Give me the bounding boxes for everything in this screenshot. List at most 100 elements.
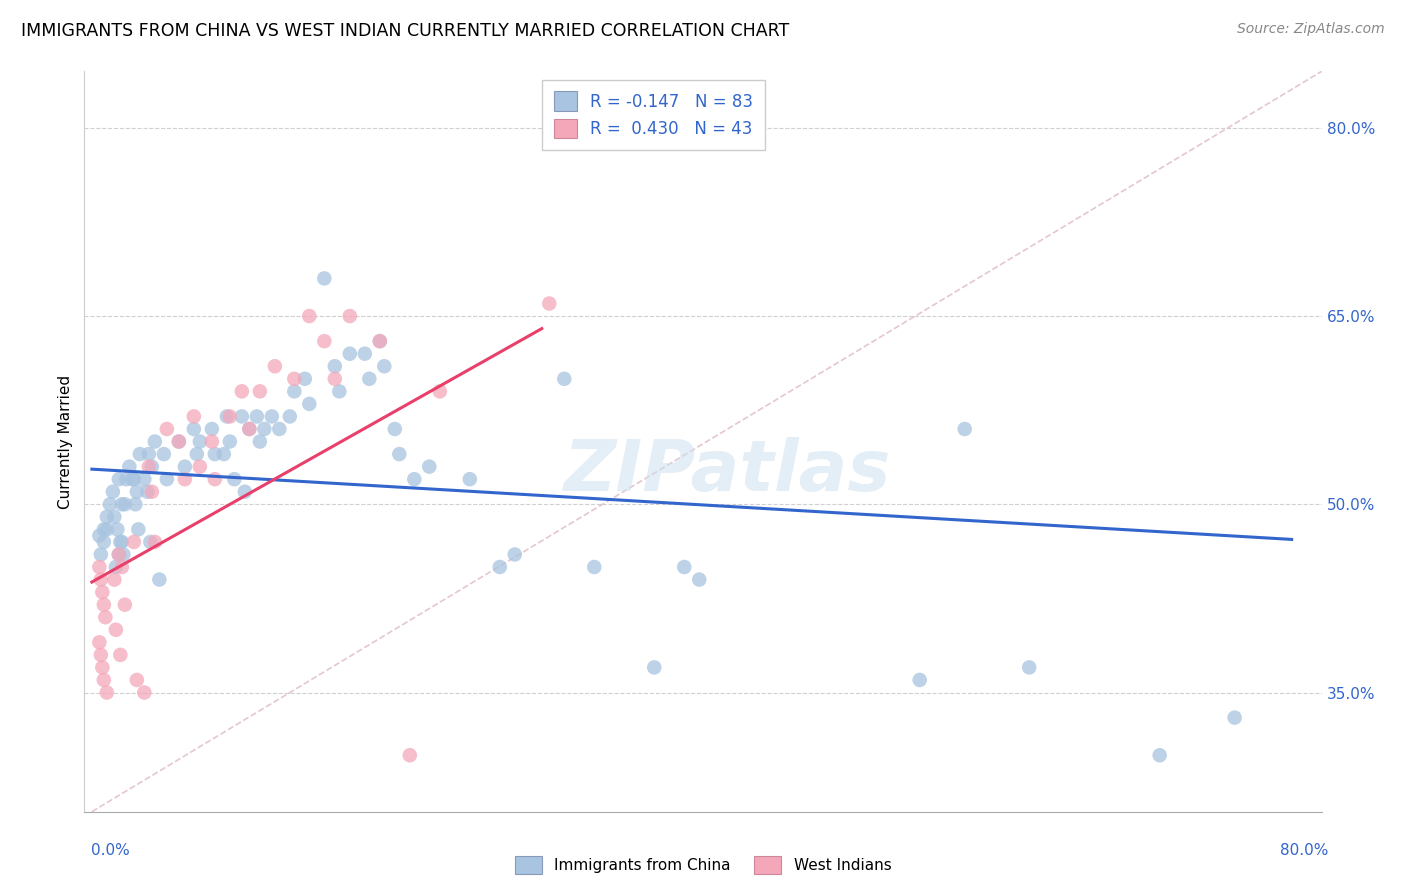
Point	[138, 459, 160, 474]
Point	[429, 384, 451, 399]
Point	[156, 422, 179, 436]
Point	[263, 359, 285, 374]
Point	[121, 472, 143, 486]
Point	[91, 585, 114, 599]
Point	[260, 409, 283, 424]
Point	[108, 472, 131, 486]
Point	[224, 472, 246, 486]
Point	[143, 535, 166, 549]
Point	[269, 422, 291, 436]
Point	[128, 447, 150, 461]
Point	[231, 384, 253, 399]
Point	[368, 334, 391, 348]
Point	[188, 434, 211, 449]
Point	[173, 472, 195, 486]
Text: 0.0%: 0.0%	[91, 843, 131, 858]
Point	[323, 359, 346, 374]
Point	[398, 748, 420, 763]
Point	[1018, 660, 1040, 674]
Point	[122, 472, 145, 486]
Point	[143, 434, 166, 449]
Point	[249, 384, 271, 399]
Point	[122, 535, 145, 549]
Y-axis label: Currently Married: Currently Married	[58, 375, 73, 508]
Point	[583, 560, 606, 574]
Point	[643, 660, 665, 674]
Point	[503, 548, 526, 562]
Point	[90, 648, 112, 662]
Point	[298, 309, 321, 323]
Point	[323, 372, 346, 386]
Point	[139, 535, 162, 549]
Point	[111, 497, 134, 511]
Point	[186, 447, 208, 461]
Point	[201, 434, 224, 449]
Point	[215, 409, 238, 424]
Point	[218, 409, 240, 424]
Point	[231, 409, 253, 424]
Point	[111, 560, 134, 574]
Point	[339, 309, 361, 323]
Point	[90, 573, 112, 587]
Point	[89, 529, 111, 543]
Point	[167, 434, 190, 449]
Point	[89, 560, 111, 574]
Point	[218, 434, 240, 449]
Point	[294, 372, 316, 386]
Text: 80.0%: 80.0%	[1281, 843, 1329, 858]
Point	[141, 484, 163, 499]
Point	[104, 623, 127, 637]
Point	[89, 635, 111, 649]
Point	[98, 497, 121, 511]
Point	[298, 397, 321, 411]
Point	[188, 459, 211, 474]
Point	[283, 384, 305, 399]
Point	[134, 685, 156, 699]
Point	[90, 548, 112, 562]
Point	[418, 459, 440, 474]
Point	[136, 484, 159, 499]
Point	[127, 522, 149, 536]
Point	[204, 472, 226, 486]
Point	[141, 459, 163, 474]
Point	[93, 522, 115, 536]
Point	[183, 422, 205, 436]
Point	[233, 484, 256, 499]
Text: ZIPatlas: ZIPatlas	[564, 437, 891, 506]
Point	[238, 422, 260, 436]
Point	[339, 347, 361, 361]
Point	[104, 560, 127, 574]
Point	[253, 422, 276, 436]
Point	[953, 422, 976, 436]
Point	[204, 447, 226, 461]
Point	[553, 372, 575, 386]
Point	[167, 434, 190, 449]
Point	[314, 334, 336, 348]
Point	[283, 372, 305, 386]
Point	[673, 560, 696, 574]
Point	[110, 648, 132, 662]
Point	[96, 509, 118, 524]
Point	[314, 271, 336, 285]
Point	[108, 548, 131, 562]
Point	[110, 535, 132, 549]
Point	[115, 472, 138, 486]
Point	[105, 522, 128, 536]
Point	[112, 548, 135, 562]
Point	[114, 497, 136, 511]
Point	[148, 573, 170, 587]
Point	[1223, 710, 1246, 724]
Point	[404, 472, 426, 486]
Text: Source: ZipAtlas.com: Source: ZipAtlas.com	[1237, 22, 1385, 37]
Point	[114, 598, 136, 612]
Point	[93, 673, 115, 687]
Point	[111, 535, 134, 549]
Point	[246, 409, 269, 424]
Point	[183, 409, 205, 424]
Point	[93, 598, 115, 612]
Point	[91, 660, 114, 674]
Point	[108, 548, 131, 562]
Point	[96, 522, 118, 536]
Point	[156, 472, 179, 486]
Point	[353, 347, 375, 361]
